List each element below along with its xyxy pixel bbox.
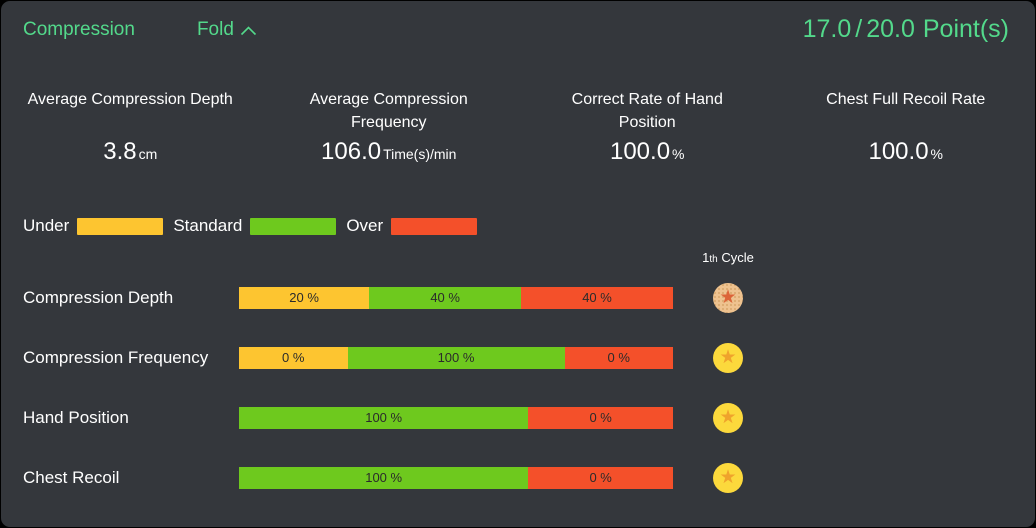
star-icon: ★	[719, 347, 737, 368]
medal-cell: ★	[673, 283, 783, 313]
stat-label: Correct Rate of Hand Position	[571, 91, 723, 131]
bar-segment-over: 0 %	[564, 347, 673, 369]
bar-row: Compression Depth 20 % 40 % 40 % ★	[23, 268, 783, 328]
star-icon: ★	[719, 467, 737, 488]
fold-button-label: Fold	[196, 18, 234, 40]
gold-medal-icon: ★	[713, 463, 743, 493]
stat-value: 100.0%	[777, 138, 1036, 166]
bar-segment-under: 0 %	[239, 347, 348, 369]
bar-row-label: Compression Frequency	[23, 348, 209, 367]
panel-title: Compression	[23, 18, 135, 40]
stat-value: 106.0 Time(s)/min	[260, 138, 519, 166]
stat-unit: cm	[138, 146, 158, 162]
stacked-bar: 20 % 40 % 40 %	[239, 287, 673, 309]
legend-swatch-under	[77, 217, 164, 235]
cycle-results: 1th Cycle Compression Depth 20 % 40 % 40 % ★…	[23, 246, 783, 508]
medal-cell: ★	[673, 343, 783, 373]
bar-segment-under: 20 %	[239, 287, 370, 309]
score-display: 17.0/20.0 Point(s)	[803, 15, 1009, 44]
cycle-word: Cycle	[721, 249, 754, 265]
stat-number: 106.0	[321, 138, 382, 165]
bronze-medal-icon: ★	[713, 283, 743, 313]
star-icon: ★	[719, 287, 737, 308]
stat-value: 3.8 cm	[1, 138, 260, 166]
stacked-bar: 100 % 0 %	[239, 467, 673, 489]
bar-segment-over: 40 %	[521, 287, 673, 309]
stat-number: 100.0	[609, 138, 671, 165]
stat-1: Average Compression Depth 3.8 cm	[1, 88, 260, 166]
legend-swatch-standard	[250, 217, 337, 235]
cycle-header: 1th Cycle	[673, 250, 783, 265]
fold-button[interactable]: Fold	[197, 19, 257, 41]
bar-segment-standard: 100 %	[347, 347, 565, 369]
legend-label-standard: Standard	[173, 216, 243, 235]
cycle-header-row: 1th Cycle	[23, 246, 783, 268]
stat-4: Chest Full Recoil Rate 100.0%	[777, 88, 1036, 166]
stat-2: Average Compression Frequency 106.0 Time(s…	[260, 88, 519, 166]
stat-unit: Time(s)/min	[383, 146, 457, 162]
bar-segment-standard: 40 %	[369, 287, 522, 309]
stacked-bar: 0 % 100 % 0 %	[239, 347, 673, 369]
cycle-ordinal: th	[709, 253, 718, 265]
legend-label-under: Under	[23, 216, 70, 235]
stacked-bar: 100 % 0 %	[239, 407, 673, 429]
bar-segment-over: 0 %	[528, 467, 673, 489]
cycle-number: 1	[702, 249, 710, 265]
bar-row-label: Chest Recoil	[23, 468, 120, 487]
bar-row: Hand Position 100 % 0 % ★	[23, 388, 783, 448]
panel-header: Compression Fold 17.0/20.0 Point(s)	[1, 1, 1035, 44]
gold-medal-icon: ★	[713, 403, 743, 433]
stat-label: Average Compression Depth	[27, 91, 233, 108]
bar-segment-standard: 100 %	[239, 467, 529, 489]
gold-medal-icon: ★	[713, 343, 743, 373]
legend-swatch-over	[391, 217, 478, 235]
stat-label: Average Compression Frequency	[309, 91, 468, 131]
score-total: 20.0	[866, 15, 915, 43]
bar-legend: Under Standard Over	[23, 216, 1035, 236]
bar-rows: Compression Depth 20 % 40 % 40 % ★ Compressio…	[23, 268, 783, 508]
bar-segment-standard: 100 %	[239, 407, 529, 429]
stat-value: 100.0%	[518, 138, 777, 166]
bar-row: Chest Recoil 100 % 0 % ★	[23, 448, 783, 508]
stat-unit: %	[672, 146, 685, 162]
medal-cell: ★	[673, 463, 783, 493]
bar-row-label: Hand Position	[23, 408, 129, 427]
score-unit: Point(s)	[922, 15, 1009, 43]
stat-number: 3.8	[103, 138, 137, 165]
stat-label: Chest Full Recoil Rate	[826, 91, 986, 108]
chevron-up-icon	[240, 24, 257, 36]
star-icon: ★	[719, 407, 737, 428]
stat-number: 100.0	[868, 138, 929, 165]
score-separator: /	[855, 15, 863, 43]
bar-row: Compression Frequency 0 % 100 % 0 % ★	[23, 328, 783, 388]
score-value: 17.0	[802, 15, 852, 43]
bar-row-label: Compression Depth	[23, 288, 174, 307]
bar-segment-over: 0 %	[528, 407, 673, 429]
medal-cell: ★	[673, 403, 783, 433]
stat-unit: %	[930, 146, 943, 162]
stat-3: Correct Rate of Hand Position 100.0%	[518, 88, 777, 166]
stats-row: Average Compression Depth 3.8 cm Average Co…	[1, 88, 1035, 166]
legend-label-over: Over	[346, 216, 384, 235]
